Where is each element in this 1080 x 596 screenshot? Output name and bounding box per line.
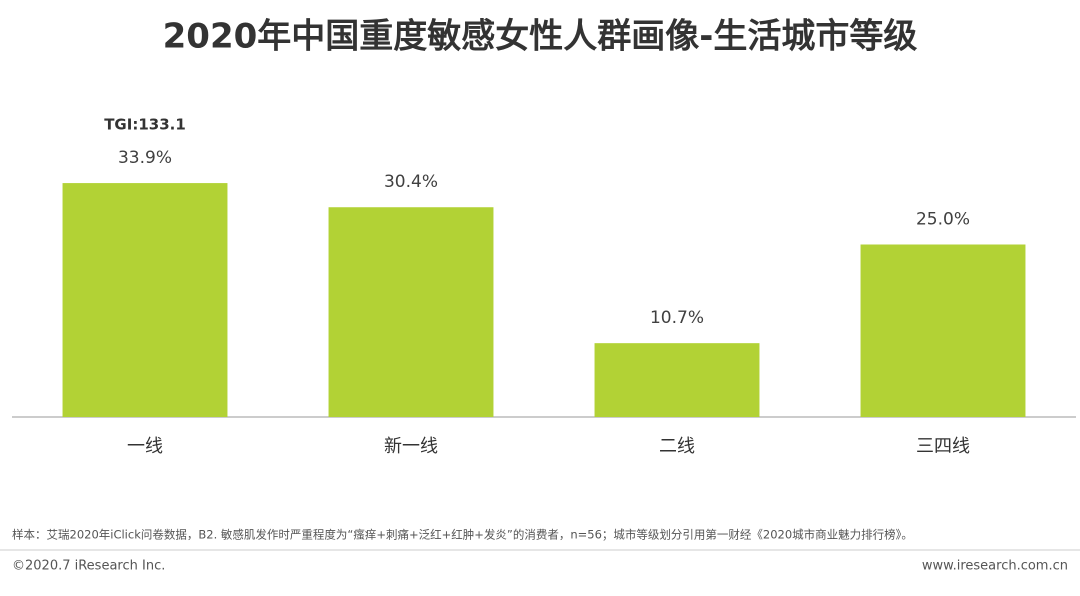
value-label: 30.4% xyxy=(384,172,438,192)
annotation: TGI:133.1 xyxy=(104,116,186,134)
value-label: 10.7% xyxy=(650,308,704,328)
chart-title: 2020年中国重度敏感女性人群画像-生活城市等级 xyxy=(163,17,918,57)
x-tick-label: 新一线 xyxy=(384,436,438,457)
website: www.iresearch.com.cn xyxy=(922,559,1068,574)
bar xyxy=(594,343,760,417)
value-label: 33.9% xyxy=(118,148,172,168)
bar xyxy=(860,244,1026,417)
x-tick-label: 二线 xyxy=(659,436,695,457)
x-tick-label: 一线 xyxy=(127,436,163,457)
bar xyxy=(62,183,228,417)
x-tick-label: 三四线 xyxy=(916,436,970,457)
bar xyxy=(328,207,494,417)
value-label: 25.0% xyxy=(916,210,970,230)
copyright: ©2020.7 iResearch Inc. xyxy=(12,559,165,574)
footer-note: 样本：艾瑞2020年iClick问卷数据，B2. 敏感肌发作时严重程度为“瘙痒+… xyxy=(12,528,913,542)
